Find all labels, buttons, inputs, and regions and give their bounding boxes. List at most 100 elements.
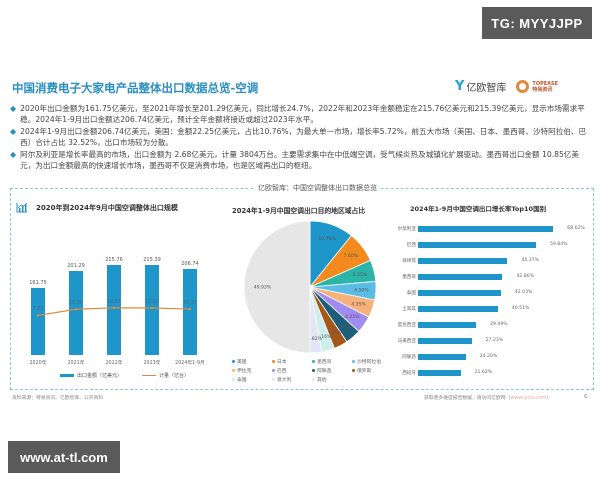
hbar-bar — [418, 370, 461, 376]
bar-value-label: 215.76 — [105, 257, 123, 264]
bullet-item: ◆ 2024年1-9月出口金额206.74亿美元，美国：金额22.25亿美元，占… — [10, 127, 590, 148]
svg-text:4.35%: 4.35% — [351, 301, 366, 307]
bar-value-label: 215.39 — [143, 257, 161, 264]
header-logos: Y 亿欧智库 TOPEASE 特易资讯 — [455, 79, 558, 94]
legend-item: 沙特阿拉伯 — [352, 358, 392, 365]
hbar-row: 西班牙 21.62% — [398, 366, 588, 382]
x-axis-label: 2022年 — [105, 361, 123, 366]
line-value-label: 10.37 — [183, 301, 197, 307]
hbar-category-label: 西班牙 — [402, 371, 416, 376]
hbar-bar — [418, 290, 501, 296]
diamond-bullet-icon: ◆ — [10, 127, 17, 136]
hbar-value-label: 42.03% — [514, 290, 533, 295]
legend-item: 阿联酋 — [312, 367, 352, 374]
data-source-note: 资料来源：特易资讯、亿欧智库、公开资料 — [12, 396, 104, 401]
hbar-value-label: 27.23% — [485, 338, 504, 343]
site-watermark-badge: www.at-tl.com — [8, 441, 120, 473]
chart-trend-icon — [16, 202, 28, 213]
export-scale-chart: 161.75 2020年 7.82 201.29 2021年 10.30 215.76 202… — [26, 255, 216, 366]
pie-slice — [243, 220, 311, 354]
hbar-value-label: 68.62% — [567, 226, 585, 231]
hbar-row: 泰国 42.03% — [398, 286, 588, 302]
x-axis-label: 2024年1-9月 — [175, 361, 205, 366]
bullet-text: 2020年出口金额为161.75亿美元，至2021年增长至201.29亿美元，同… — [20, 104, 585, 124]
legend-item-amount: 出口金额（亿美元） — [60, 372, 122, 379]
bar-value-label: 161.75 — [29, 279, 47, 286]
bullet-text: 2024年1-9月出口金额206.74亿美元，美国：金额22.25亿美元，占比1… — [20, 127, 587, 147]
hbar-category-label: 土耳其 — [402, 307, 416, 312]
svg-text:4.50%: 4.50% — [354, 287, 369, 293]
yiou-link[interactable]: www.iyiou.com — [510, 396, 547, 401]
hbar-bar — [418, 226, 554, 232]
page-number: 6 — [584, 394, 588, 400]
topease-en: TOPEASE — [532, 80, 559, 87]
bar-export-amount — [107, 265, 121, 355]
hbar-value-label: 59.84% — [549, 242, 568, 247]
bullet-item: ◆ 阿尔及利亚是增长率最高的市场，出口金额为 2.68亿美元，计量 3804万台… — [10, 150, 590, 171]
hbar-bar — [418, 242, 536, 248]
growth-top10-chart: 阿尔及利亚 68.62% 巴西 59.84% 菲律宾 45.37% 墨西哥 42.86% 泰国 4… — [398, 222, 588, 382]
bar-value-label: 206.74 — [181, 260, 199, 267]
page-title: 中国消费电子大家电产品整体出口数据总览-空调 — [12, 81, 259, 95]
topease-ring-icon — [516, 80, 530, 93]
destination-share-chart-title: 2024年1-9月中国空调出口目的地区域占比 — [232, 207, 366, 215]
hbar-category-label: 马来西亚 — [398, 339, 416, 344]
hbar-value-label: 24.20% — [479, 354, 498, 359]
bullet-text: 阿尔及利亚是增长率最高的市场，出口金额为 2.68亿美元，计量 3804万台。主… — [20, 150, 579, 170]
hbar-row: 墨西哥 42.86% — [398, 270, 588, 286]
hbar-bar — [418, 322, 477, 328]
bar-export-amount — [31, 287, 45, 355]
hbar-value-label: 45.37% — [521, 258, 539, 263]
svg-text:49.93%: 49.93% — [254, 285, 272, 291]
diamond-bullet-icon: ◆ — [10, 104, 17, 113]
svg-text:3.16%: 3.16% — [317, 334, 332, 340]
hbar-row: 土耳其 40.51% — [398, 302, 588, 318]
diamond-bullet-icon: ◆ — [10, 150, 17, 159]
legend-item: 美国 — [232, 358, 272, 365]
line-value-label: 7.82 — [32, 307, 44, 313]
hbar-row: 巴西 59.84% — [398, 238, 588, 254]
hbar-category-label: 阿尔及利亚 — [398, 227, 416, 232]
topease-logo-text: TOPEASE 特易资讯 — [532, 81, 558, 93]
legend-item: 其他 — [312, 376, 352, 383]
legend-item: 意大利 — [272, 376, 312, 383]
hbar-category-label: 阿联酋 — [402, 355, 416, 360]
export-scale-legend: 出口金额（亿美元） 计量（亿台） — [60, 372, 189, 379]
summary-bullets: ◆ 2020年出口金额为161.75亿美元，至2021年增长至201.29亿美元… — [10, 104, 590, 173]
line-value-label: 10.30 — [69, 301, 83, 307]
growth-top10-chart-title: 2024年1-9月中国空调出口增长率Top10国别 — [410, 205, 547, 213]
svg-text:5.25%: 5.25% — [353, 272, 368, 278]
hbar-row: 菲律宾 45.37% — [398, 254, 588, 270]
bar-export-amount — [145, 265, 159, 355]
topease-cn: 特易资讯 — [532, 86, 553, 93]
hbar-row: 马来西亚 27.23% — [398, 334, 588, 350]
hbar-value-label: 40.51% — [511, 306, 530, 311]
chart-title-text: 2020年到2024年9月中国空调整体出口规模 — [36, 203, 178, 212]
svg-text:4.21%: 4.21% — [345, 314, 360, 320]
topease-logo: TOPEASE 特易资讯 — [516, 80, 558, 93]
svg-text:3.39%: 3.39% — [327, 330, 342, 336]
yiou-logo-icon: Y — [455, 79, 465, 94]
bar-value-label: 201.29 — [67, 263, 85, 270]
legend-item: 泰国 — [232, 376, 272, 383]
yiou-logo: Y 亿欧智库 — [455, 79, 506, 94]
bullet-item: ◆ 2020年出口金额为161.75亿美元，至2021年增长至201.29亿美元… — [10, 104, 590, 125]
legend-item: 日本 — [272, 358, 312, 365]
legend-item: 俄罗斯 — [352, 367, 392, 374]
hbar-value-label: 29.49% — [490, 322, 508, 327]
x-axis-label: 2020年 — [29, 361, 47, 366]
hbar-bar — [418, 274, 503, 280]
more-info-note: 获取更多维度报告数据，请访问亿欧网（www.iyiou.com） — [424, 396, 552, 401]
svg-text:10.76%: 10.76% — [318, 236, 336, 242]
hbar-category-label: 泰国 — [406, 291, 416, 296]
volume-line — [36, 306, 192, 317]
tg-watermark-badge: TG: MYYJJPP — [482, 7, 592, 39]
hbar-row: 阿尔及利亚 68.62% — [398, 222, 588, 238]
legend-item-volume: 计量（亿台） — [142, 372, 189, 379]
bar-export-amount — [69, 271, 83, 355]
hbar-category-label: 巴西 — [406, 243, 416, 248]
svg-text:7.60%: 7.60% — [344, 253, 359, 259]
hbar-row: 阿联酋 24.20% — [398, 350, 588, 366]
hbar-bar — [418, 306, 498, 312]
yiou-logo-text: 亿欧智库 — [466, 83, 507, 94]
